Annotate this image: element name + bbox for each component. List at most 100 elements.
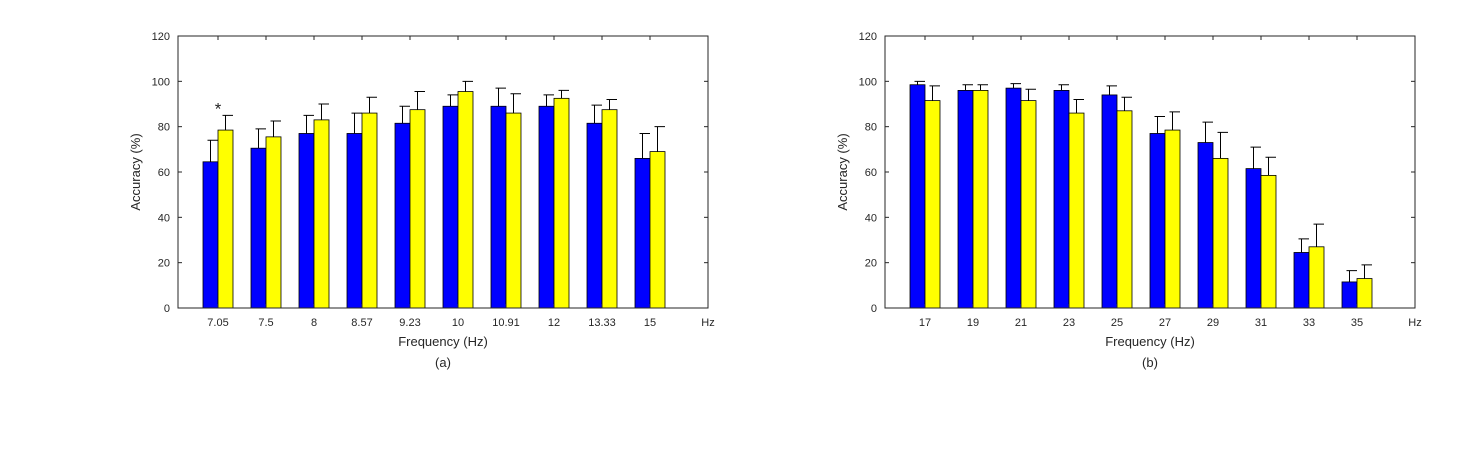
y-tick-label: 120 (152, 31, 170, 43)
x-tick-label: 12 (548, 317, 560, 329)
x-tick-label: 8 (311, 317, 317, 329)
error-bar-series-1-27 (1154, 115, 1165, 134)
bar-series-2-35 (1356, 278, 1373, 309)
x-tick-label: 35 (1351, 317, 1363, 329)
bar-series-1-9.23 (394, 122, 411, 309)
chart-panel-b: 0 20 40 60 80 100 120 17 19 21 23 25 27 29 31 33 35 Hz Fre… (835, 31, 1422, 370)
bar-series-2-7.05 (217, 129, 234, 309)
x-tick-label: 25 (1111, 317, 1123, 329)
y-axis-label: Accuracy (%) (835, 133, 850, 210)
bar-series-2-23 (1068, 112, 1085, 309)
error-bar-series-2-8 (318, 103, 329, 120)
x-tick-label: 10.91 (492, 317, 520, 329)
x-tick-label: 7.5 (258, 317, 273, 329)
bar-series-1-13.33 (586, 122, 603, 309)
error-bar-series-2-13.33 (606, 98, 617, 110)
bar-series-1-8 (298, 133, 315, 309)
y-tick-label: 120 (859, 31, 877, 43)
error-bar-series-2-15 (654, 126, 665, 152)
bar-series-2-13.33 (601, 109, 618, 309)
bar-series-2-19 (972, 90, 989, 309)
error-bar-series-1-29 (1202, 121, 1213, 143)
y-tick-label: 40 (865, 212, 877, 224)
bar-series-1-15 (634, 157, 651, 309)
error-bar-series-1-25 (1106, 85, 1117, 95)
panel-caption: (b) (1142, 355, 1158, 370)
error-bar-series-1-7.5 (255, 128, 266, 149)
error-bar-series-2-25 (1121, 96, 1132, 111)
error-bar-series-1-31 (1250, 146, 1261, 169)
bar-series-1-21 (1005, 87, 1022, 309)
error-bar-series-1-33 (1298, 238, 1309, 253)
bar-series-1-29 (1197, 142, 1214, 309)
bar-series-1-25 (1101, 94, 1118, 309)
x-tick-label: 21 (1015, 317, 1027, 329)
bar-series-2-9.23 (409, 109, 426, 309)
error-bar-series-1-19 (962, 84, 973, 91)
x-tick-label: 9.23 (399, 317, 420, 329)
bar-series-1-10 (442, 105, 459, 309)
bar-series-2-10 (457, 91, 474, 309)
y-tick-label: 0 (871, 303, 877, 315)
error-bar-series-2-29 (1217, 131, 1228, 159)
bar-series-2-15 (649, 151, 666, 309)
error-bar-series-2-9.23 (414, 91, 425, 110)
bar-series-1-19 (957, 90, 974, 309)
y-tick-label: 20 (158, 258, 170, 270)
error-bar-series-1-9.23 (399, 105, 410, 124)
x-axis-label: Frequency (Hz) (1105, 334, 1195, 349)
error-bar-series-2-12 (558, 89, 569, 99)
y-axis-label: Accuracy (%) (128, 133, 143, 210)
bar-series-2-12 (553, 97, 570, 309)
error-bar-series-2-7.5 (270, 120, 281, 137)
bar-series-1-7.05 (202, 161, 219, 309)
x-axis-label: Frequency (Hz) (398, 334, 488, 349)
error-bar-series-1-8.57 (351, 112, 362, 134)
y-tick-label: 80 (865, 122, 877, 134)
bar-series-1-7.5 (250, 147, 267, 309)
x-tick-label: 19 (967, 317, 979, 329)
y-tick-label: 20 (865, 258, 877, 270)
error-bar-series-2-31 (1265, 156, 1276, 176)
error-bar-series-2-8.57 (366, 96, 377, 114)
error-bar-series-1-12 (543, 94, 554, 107)
bar-series-2-33 (1308, 246, 1325, 309)
x-unit-label: Hz (1408, 317, 1421, 329)
y-tick-label: 0 (164, 303, 170, 315)
x-tick-label: 7.05 (207, 317, 228, 329)
bar-series-2-10.91 (505, 112, 522, 309)
x-tick-label: 33 (1303, 317, 1315, 329)
error-bar-series-2-33 (1313, 223, 1324, 247)
error-bar-series-1-10 (447, 94, 458, 107)
bar-series-1-23 (1053, 90, 1070, 309)
x-tick-label: 8.57 (351, 317, 372, 329)
y-tick-label: 60 (158, 167, 170, 179)
error-bar-series-2-23 (1073, 98, 1084, 114)
bar-series-1-12 (538, 105, 555, 309)
error-bar-series-1-17 (914, 80, 925, 85)
error-bar-series-2-10.91 (510, 93, 521, 114)
error-bar-series-2-21 (1025, 88, 1036, 101)
error-bar-series-2-27 (1169, 111, 1180, 131)
bar-series-1-33 (1293, 252, 1310, 309)
error-bar-series-2-10 (462, 80, 473, 92)
y-tick-label: 40 (158, 212, 170, 224)
y-tick-label: 100 (859, 76, 877, 88)
error-bar-series-1-23 (1058, 84, 1069, 91)
x-tick-label: 29 (1207, 317, 1219, 329)
error-bar-series-2-19 (977, 84, 988, 91)
bar-series-2-8 (313, 119, 330, 309)
x-tick-label: 10 (452, 317, 464, 329)
bar-series-2-27 (1164, 129, 1181, 309)
bar-series-1-35 (1341, 281, 1358, 309)
error-bar-series-1-15 (639, 132, 650, 159)
y-tick-label: 100 (152, 76, 170, 88)
x-tick-label: 23 (1063, 317, 1075, 329)
error-bar-series-1-13.33 (591, 104, 602, 124)
x-tick-label: 15 (644, 317, 656, 329)
bar-series-2-7.5 (265, 136, 282, 309)
error-bar-series-1-7.05 (207, 139, 218, 162)
error-bar-series-1-21 (1010, 83, 1021, 89)
x-tick-label: 27 (1159, 317, 1171, 329)
bar-series-2-29 (1212, 157, 1229, 309)
